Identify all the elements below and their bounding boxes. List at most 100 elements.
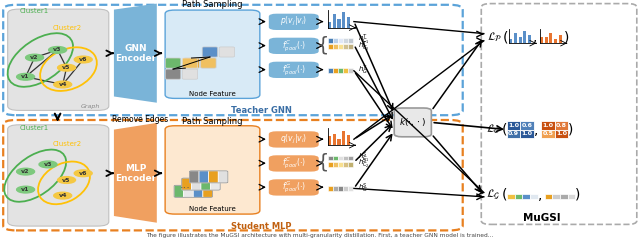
FancyBboxPatch shape	[269, 38, 319, 54]
Text: MuGSI: MuGSI	[523, 213, 560, 223]
Bar	[338, 162, 343, 167]
Bar	[509, 39, 513, 43]
Bar	[328, 22, 331, 28]
Text: $h_{C_1}^S$: $h_{C_1}^S$	[358, 151, 370, 165]
Bar	[338, 38, 343, 43]
Text: v1: v1	[21, 187, 30, 192]
Text: 0.8: 0.8	[556, 123, 567, 128]
Bar	[343, 186, 348, 191]
FancyBboxPatch shape	[165, 126, 260, 214]
Text: $f_{pool}^{G}(\cdot)$: $f_{pool}^{G}(\cdot)$	[282, 180, 306, 195]
Circle shape	[58, 177, 76, 183]
Bar	[514, 33, 517, 43]
Bar	[348, 38, 353, 43]
FancyBboxPatch shape	[201, 178, 211, 190]
Bar	[348, 156, 353, 160]
Bar	[528, 35, 531, 43]
Text: $h_G^T$: $h_G^T$	[358, 64, 369, 78]
FancyBboxPatch shape	[182, 178, 191, 190]
Bar	[348, 162, 353, 167]
Text: 0.9: 0.9	[508, 131, 519, 136]
Text: ): )	[575, 188, 580, 202]
Bar	[337, 139, 340, 145]
Text: Graph: Graph	[81, 104, 100, 109]
Text: v5: v5	[62, 178, 71, 182]
Text: $k(\cdot,\cdot)$: $k(\cdot,\cdot)$	[399, 116, 426, 128]
Bar	[554, 39, 557, 43]
Bar	[342, 12, 346, 28]
Polygon shape	[114, 4, 157, 103]
Text: ): )	[564, 30, 570, 44]
Text: (: (	[502, 188, 508, 202]
Bar	[522, 194, 530, 199]
Text: v4: v4	[58, 82, 67, 87]
Bar	[348, 68, 353, 73]
Text: ,: ,	[534, 123, 538, 137]
Text: Node Feature: Node Feature	[189, 91, 236, 97]
FancyBboxPatch shape	[193, 185, 203, 197]
Bar	[333, 68, 338, 73]
Text: v5: v5	[62, 65, 71, 70]
Bar	[338, 156, 343, 160]
Bar	[343, 68, 348, 73]
Text: Student MLP: Student MLP	[231, 222, 291, 231]
Text: v4: v4	[58, 193, 67, 198]
Text: $h_{C_2}^S$: $h_{C_2}^S$	[358, 157, 370, 171]
Text: 0.6: 0.6	[522, 123, 532, 128]
Bar	[545, 194, 552, 199]
Text: $f_{pool}^{C}(\cdot)$: $f_{pool}^{C}(\cdot)$	[282, 156, 306, 171]
Bar	[343, 38, 348, 43]
Text: $\mathcal{L}_\mathcal{C}$: $\mathcal{L}_\mathcal{C}$	[486, 123, 500, 137]
Text: $\mathcal{L}_\mathcal{G}$: $\mathcal{L}_\mathcal{G}$	[486, 188, 500, 202]
Bar	[333, 14, 336, 28]
FancyBboxPatch shape	[219, 47, 234, 57]
FancyBboxPatch shape	[184, 58, 199, 68]
Bar	[347, 135, 350, 145]
Text: Teacher GNN: Teacher GNN	[230, 106, 292, 115]
FancyBboxPatch shape	[182, 58, 198, 68]
Text: 1.0: 1.0	[522, 131, 532, 136]
FancyBboxPatch shape	[269, 155, 319, 172]
Circle shape	[17, 186, 35, 193]
Bar	[518, 37, 522, 43]
Bar	[555, 121, 568, 130]
Bar	[333, 156, 338, 160]
Bar	[342, 131, 346, 145]
Text: ,: ,	[538, 188, 542, 202]
Text: (: (	[502, 123, 508, 137]
Bar	[555, 130, 568, 138]
FancyBboxPatch shape	[165, 10, 260, 98]
Text: $f_{pool}^{G}(\cdot)$: $f_{pool}^{G}(\cdot)$	[282, 62, 306, 78]
Bar	[541, 121, 555, 130]
Text: v2: v2	[21, 169, 30, 174]
Bar	[348, 186, 353, 191]
Bar	[520, 121, 534, 130]
FancyBboxPatch shape	[184, 185, 193, 197]
Bar	[338, 186, 343, 191]
Bar	[515, 194, 522, 199]
Bar	[343, 44, 348, 49]
FancyBboxPatch shape	[202, 47, 218, 57]
FancyBboxPatch shape	[269, 14, 319, 30]
Text: Remove Edges: Remove Edges	[112, 115, 168, 124]
Text: Cluster2: Cluster2	[52, 25, 82, 31]
Bar	[507, 194, 515, 199]
Bar	[333, 44, 338, 49]
Text: $p(v_j|v_i)$: $p(v_j|v_i)$	[280, 15, 307, 28]
FancyBboxPatch shape	[189, 171, 199, 183]
Bar	[530, 194, 538, 199]
Text: v3: v3	[53, 48, 62, 52]
Bar	[540, 37, 543, 43]
Text: Cluster2: Cluster2	[52, 141, 82, 147]
Bar	[559, 35, 561, 43]
Text: Path Sampling: Path Sampling	[182, 117, 243, 126]
FancyBboxPatch shape	[199, 171, 209, 183]
Bar	[541, 130, 555, 138]
Text: (: (	[503, 30, 509, 44]
Circle shape	[54, 192, 72, 199]
Text: $q(v_j|v_i)$: $q(v_j|v_i)$	[280, 133, 307, 146]
FancyBboxPatch shape	[8, 9, 109, 110]
Circle shape	[17, 73, 35, 80]
FancyBboxPatch shape	[211, 178, 220, 190]
Text: $h_{C_2}^T$: $h_{C_2}^T$	[358, 40, 370, 54]
